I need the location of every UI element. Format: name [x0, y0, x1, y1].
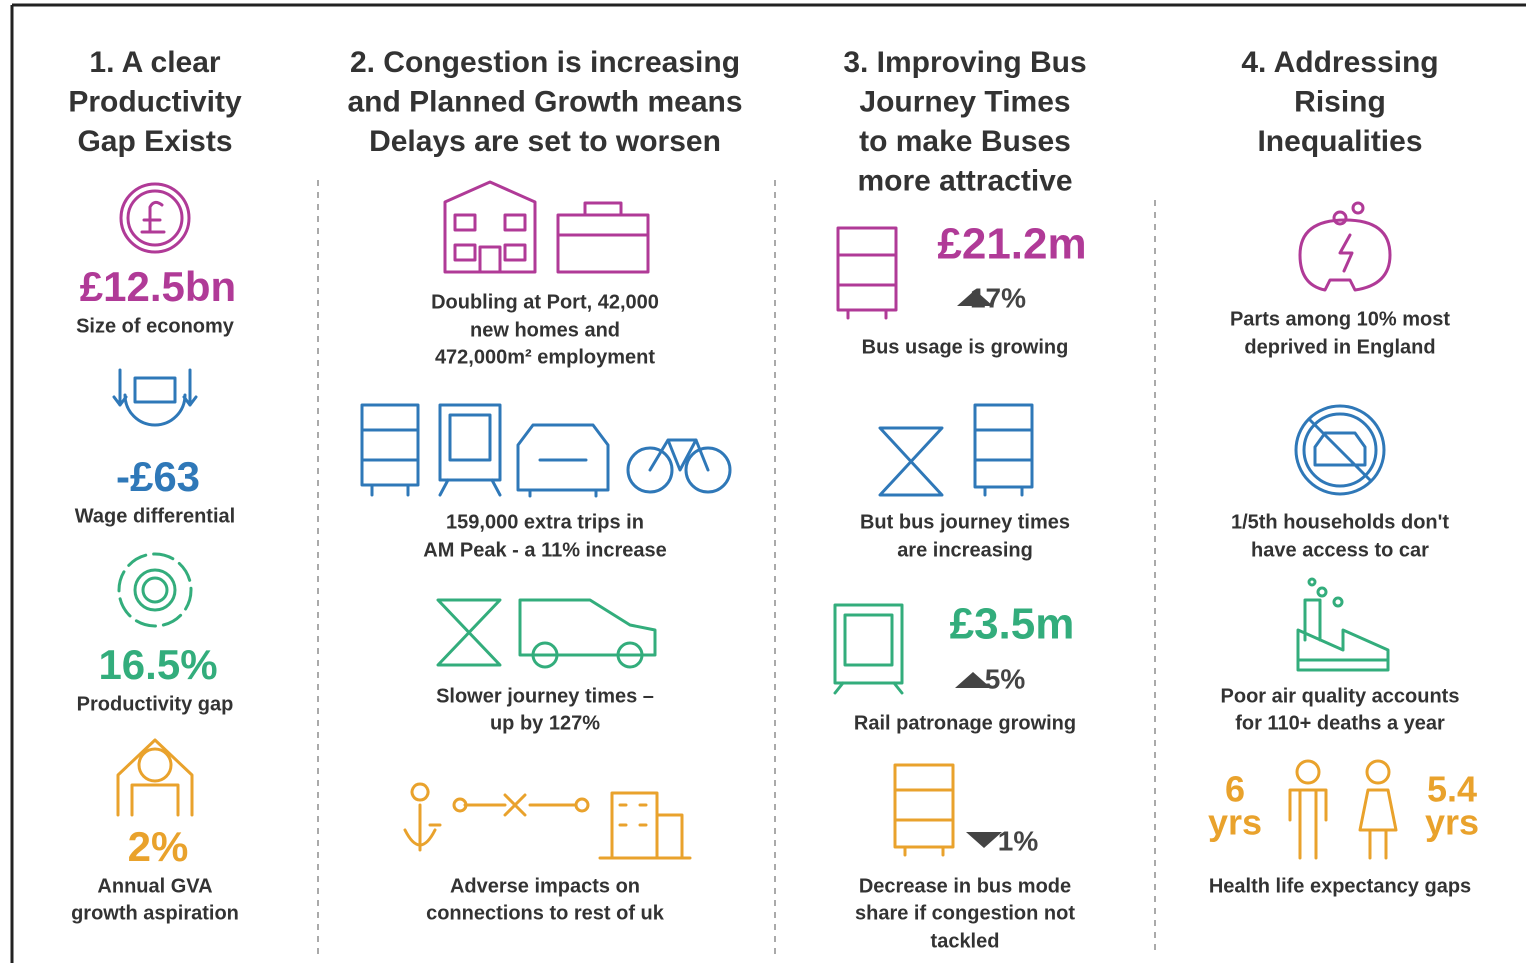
caption: up by 127%	[490, 712, 600, 734]
caption: tackled	[931, 930, 1000, 952]
caption: Wage differential	[75, 505, 235, 527]
caption: Annual GVA	[97, 875, 212, 897]
caption: 472,000m² employment	[435, 346, 655, 368]
column-title: and Planned Growth means	[347, 85, 742, 118]
stat-change: 1%	[998, 825, 1039, 856]
column-title: more attractive	[857, 164, 1072, 197]
column-title: to make Buses	[859, 125, 1071, 158]
caption: AM Peak - a 11% increase	[423, 539, 666, 561]
caption: share if congestion not	[855, 902, 1075, 924]
column-title: 3. Improving Bus	[843, 46, 1086, 79]
arrow-up	[955, 672, 991, 688]
column-title: Rising	[1294, 85, 1386, 118]
gap-unit: yrs	[1425, 802, 1479, 843]
caption: deprived in England	[1244, 336, 1435, 358]
caption: Size of economy	[76, 315, 235, 337]
column-title: Journey Times	[859, 85, 1070, 118]
column-title: Gap Exists	[77, 125, 232, 158]
caption: for 110+ deaths a year	[1235, 712, 1445, 734]
stat-value: £3.5m	[950, 600, 1075, 649]
column-title: 4. Addressing	[1241, 46, 1438, 79]
caption: Slower journey times –	[436, 685, 654, 707]
separators	[317, 180, 1156, 955]
arrow-up	[957, 290, 993, 306]
caption: Productivity gap	[77, 693, 234, 715]
caption: connections to rest of uk	[426, 902, 665, 924]
caption: Poor air quality accounts	[1221, 685, 1460, 707]
caption: Doubling at Port, 42,000	[431, 291, 659, 313]
column-title: 1. A clear	[89, 46, 221, 79]
caption: Rail patronage growing	[854, 712, 1076, 734]
caption: growth aspiration	[71, 902, 239, 924]
stat-change: 5%	[985, 663, 1026, 694]
caption: Health life expectancy gaps	[1209, 875, 1471, 897]
column-title: Inequalities	[1257, 125, 1422, 158]
stat-value: £12.5bn	[80, 263, 236, 310]
arrow-down	[966, 832, 1002, 848]
caption: Decrease in bus mode	[859, 875, 1071, 897]
gap-value: 5.4	[1427, 769, 1477, 810]
column-title: Delays are set to worsen	[369, 125, 721, 158]
caption: new homes and	[470, 319, 620, 341]
stat-change: 17%	[970, 282, 1026, 313]
stat-value: 16.5%	[98, 641, 217, 688]
icons	[112, 180, 1398, 860]
caption: But bus journey times	[860, 511, 1070, 533]
column-title: Productivity	[68, 85, 242, 118]
gap-unit: yrs	[1208, 802, 1262, 843]
caption: Parts among 10% most	[1230, 308, 1450, 330]
caption: are increasing	[897, 539, 1033, 561]
caption: Bus usage is growing	[862, 336, 1069, 358]
caption: 1/5th households don't	[1231, 511, 1449, 533]
caption: have access to car	[1251, 539, 1429, 561]
stat-value: £21.2m	[937, 220, 1086, 269]
caption: Adverse impacts on	[450, 875, 640, 897]
gap-value: 6	[1225, 769, 1245, 810]
stat-value: 2%	[128, 823, 189, 870]
stat-value: -£63	[116, 453, 200, 500]
caption: 159,000 extra trips in	[446, 511, 644, 533]
column-title: 2. Congestion is increasing	[350, 46, 740, 79]
